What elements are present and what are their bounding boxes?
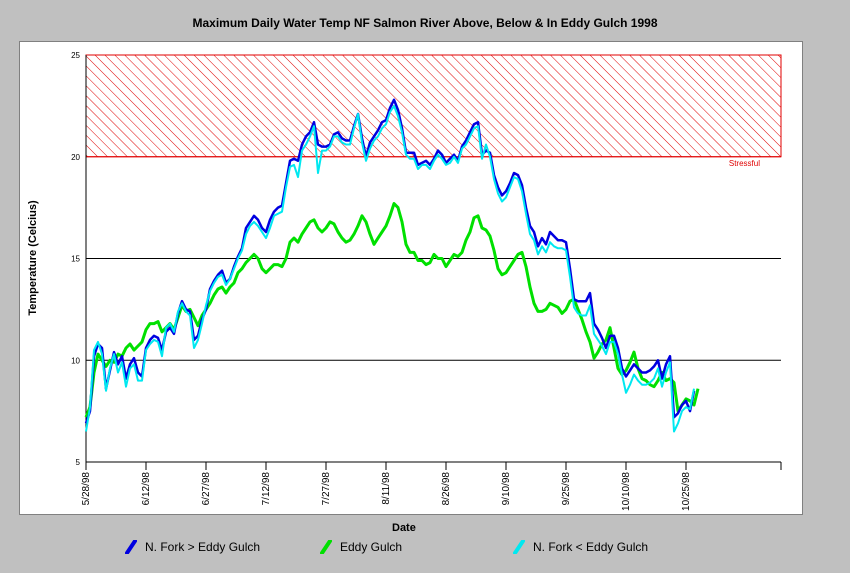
legend-item-nf-above: N. Fork > Eddy Gulch	[125, 538, 260, 556]
legend-swatch-nf-below	[513, 540, 525, 554]
series-line-2	[85, 104, 695, 433]
series-line-0	[84, 98, 696, 424]
legend-swatch-eddy-gulch	[320, 540, 332, 554]
y-tick-label: 25	[71, 51, 80, 60]
chart-title: Maximum Daily Water Temp NF Salmon River…	[192, 16, 658, 30]
x-tick-label: 8/11/98	[381, 472, 392, 505]
y-tick-label: 15	[71, 255, 80, 264]
legend-item-nf-below: N. Fork < Eddy Gulch	[513, 538, 648, 556]
legend-item-eddy-gulch: Eddy Gulch	[320, 538, 402, 556]
legend-label: Eddy Gulch	[340, 540, 403, 554]
legend-swatch-nf-above	[125, 540, 137, 554]
x-axis-label: Date	[392, 522, 416, 534]
x-tick-label: 5/28/98	[81, 472, 92, 506]
stressful-zone	[85, 54, 782, 158]
x-tick-label: 7/12/98	[261, 472, 272, 506]
x-tick-label: 10/25/98	[681, 472, 692, 511]
y-tick-label: 5	[76, 458, 81, 467]
x-tick-label: 9/10/98	[501, 472, 512, 506]
legend-label: N. Fork > Eddy Gulch	[145, 540, 261, 554]
y-tick-label: 20	[71, 153, 80, 162]
x-tick-label: 9/25/98	[561, 472, 572, 506]
y-axis-label: Temperature (Celcius)	[27, 200, 39, 316]
x-tick-label: 6/27/98	[201, 472, 212, 506]
x-tick-label: 10/10/98	[621, 472, 632, 511]
x-tick-label: 8/26/98	[441, 472, 452, 506]
x-tick-label: 7/27/98	[321, 472, 332, 506]
stressful-label: Stressful	[729, 159, 760, 168]
legend-label: N. Fork < Eddy Gulch	[533, 540, 649, 554]
y-tick-label: 10	[71, 356, 80, 365]
x-tick-label: 6/12/98	[141, 472, 152, 506]
